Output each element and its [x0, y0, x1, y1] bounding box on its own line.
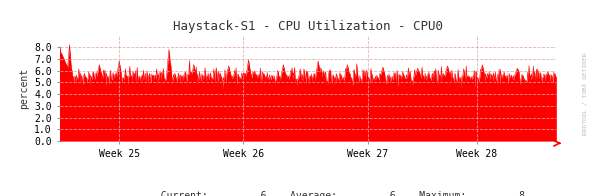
Text: Current:         6    Average:         6    Maximum:         8: Current: 6 Average: 6 Maximum: 8 — [149, 191, 525, 196]
Text: RRDTOOL / TOBI OETIKER: RRDTOOL / TOBI OETIKER — [583, 53, 587, 135]
Title: Haystack-S1 - CPU Utilization - CPU0: Haystack-S1 - CPU Utilization - CPU0 — [173, 20, 443, 33]
Y-axis label: percent: percent — [18, 68, 29, 109]
